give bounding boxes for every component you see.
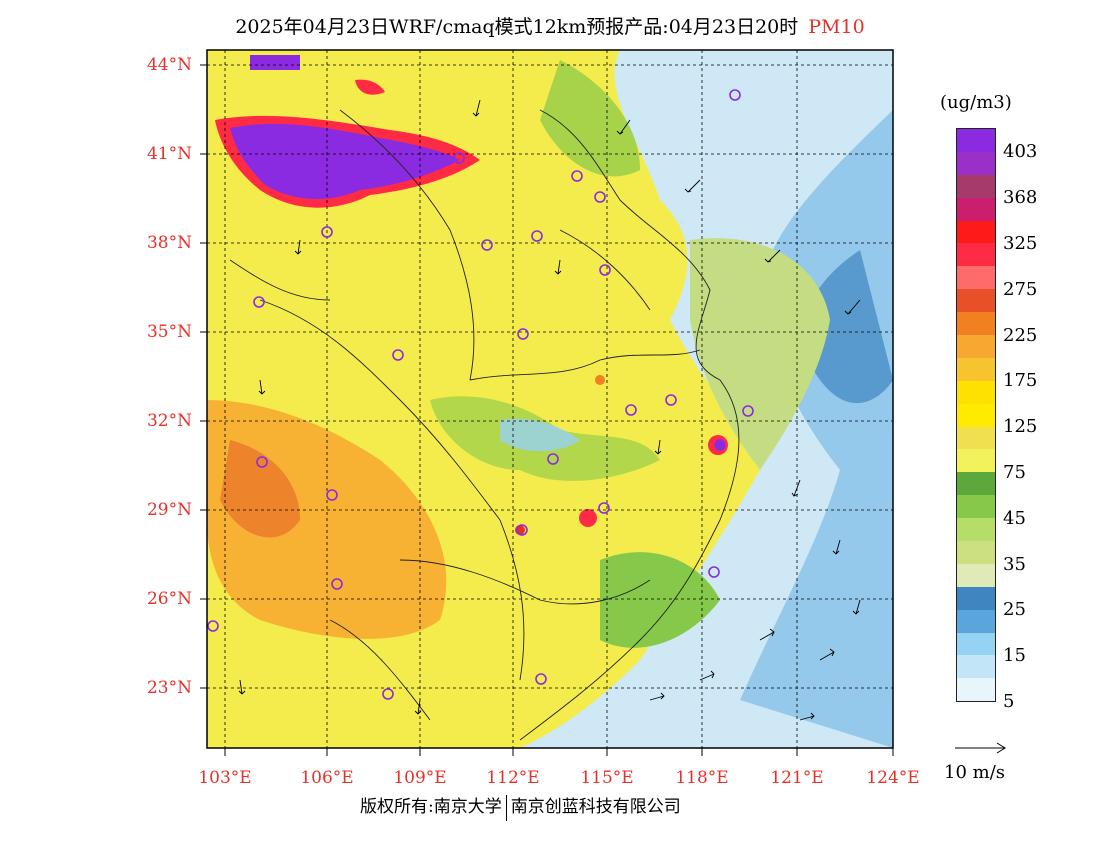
colorbar-label: 25 bbox=[1003, 599, 1026, 620]
colorbar-label: 325 bbox=[1003, 233, 1038, 254]
colorbar-swatch bbox=[956, 380, 996, 404]
colorbar-swatch bbox=[956, 495, 996, 519]
lon-label: 118°E bbox=[675, 768, 729, 788]
lat-label: 44°N bbox=[146, 55, 192, 75]
colorbar-swatch bbox=[956, 174, 996, 198]
lat-label: 23°N bbox=[146, 678, 192, 698]
graticule bbox=[207, 50, 893, 748]
colorbar bbox=[956, 128, 996, 703]
colorbar-label: 125 bbox=[1003, 416, 1038, 437]
lat-label: 38°N bbox=[146, 233, 192, 253]
colorbar-unit: (ug/m3) bbox=[940, 92, 1012, 113]
colorbar-swatch bbox=[956, 472, 996, 496]
colorbar-label: 368 bbox=[1003, 187, 1038, 208]
colorbar-label: 35 bbox=[1003, 554, 1026, 575]
lon-label: 106°E bbox=[300, 768, 354, 788]
vector-key-label: 10 m/s bbox=[944, 762, 1005, 783]
lat-label: 41°N bbox=[146, 144, 192, 164]
colorbar-swatch bbox=[956, 243, 996, 267]
colorbar-swatch bbox=[956, 655, 996, 679]
colorbar-swatch bbox=[956, 609, 996, 633]
lat-label: 29°N bbox=[146, 500, 192, 520]
colorbar-label: 225 bbox=[1003, 325, 1038, 346]
colorbar-swatch bbox=[956, 197, 996, 221]
colorbar-swatch bbox=[956, 678, 996, 703]
lat-label: 35°N bbox=[146, 322, 192, 342]
wind-vectors bbox=[238, 99, 861, 721]
lat-label: 32°N bbox=[146, 411, 192, 431]
vector-key-arrow bbox=[955, 742, 1006, 754]
colorbar-swatch bbox=[956, 312, 996, 336]
colorbar-swatch bbox=[956, 357, 996, 381]
colorbar-swatch bbox=[956, 518, 996, 542]
city-markers bbox=[207, 89, 754, 700]
map-frame bbox=[206, 49, 894, 749]
concentration-field bbox=[207, 50, 893, 748]
colorbar-swatch bbox=[956, 151, 996, 175]
colorbar-swatch bbox=[956, 449, 996, 473]
lat-label: 26°N bbox=[146, 589, 192, 609]
colorbar-label: 75 bbox=[1003, 462, 1026, 483]
colorbar-label: 175 bbox=[1003, 370, 1038, 391]
lon-label: 112°E bbox=[486, 768, 540, 788]
colorbar-swatch bbox=[956, 541, 996, 564]
lon-label: 109°E bbox=[393, 768, 447, 788]
lon-label: 124°E bbox=[866, 768, 920, 788]
colorbar-swatch bbox=[956, 403, 996, 427]
colorbar-swatch bbox=[956, 289, 996, 313]
copyright-footer: 版权所有:南京大学 南京创蓝科技有限公司 bbox=[360, 792, 681, 821]
boundaries bbox=[229, 109, 740, 741]
colorbar-swatch bbox=[956, 632, 996, 656]
colorbar-swatch bbox=[956, 266, 996, 290]
map-title: 2025年04月23日WRF/cmaq模式12km预报产品:04月23日20时 P… bbox=[235, 16, 865, 38]
colorbar-swatch bbox=[956, 426, 996, 450]
colorbar-label: 5 bbox=[1003, 691, 1015, 712]
lon-label: 121°E bbox=[770, 768, 824, 788]
pollutant-label: PM10 bbox=[808, 16, 865, 38]
colorbar-label: 403 bbox=[1003, 141, 1038, 162]
colorbar-label: 45 bbox=[1003, 508, 1026, 529]
colorbar-swatch bbox=[956, 128, 996, 152]
lon-label: 115°E bbox=[580, 768, 634, 788]
colorbar-swatch bbox=[956, 220, 996, 244]
colorbar-swatch bbox=[956, 563, 996, 587]
colorbar-swatch bbox=[956, 335, 996, 358]
colorbar-label: 15 bbox=[1003, 645, 1026, 666]
colorbar-swatch bbox=[956, 586, 996, 610]
colorbar-label: 275 bbox=[1003, 279, 1038, 300]
lon-label: 103°E bbox=[198, 768, 252, 788]
